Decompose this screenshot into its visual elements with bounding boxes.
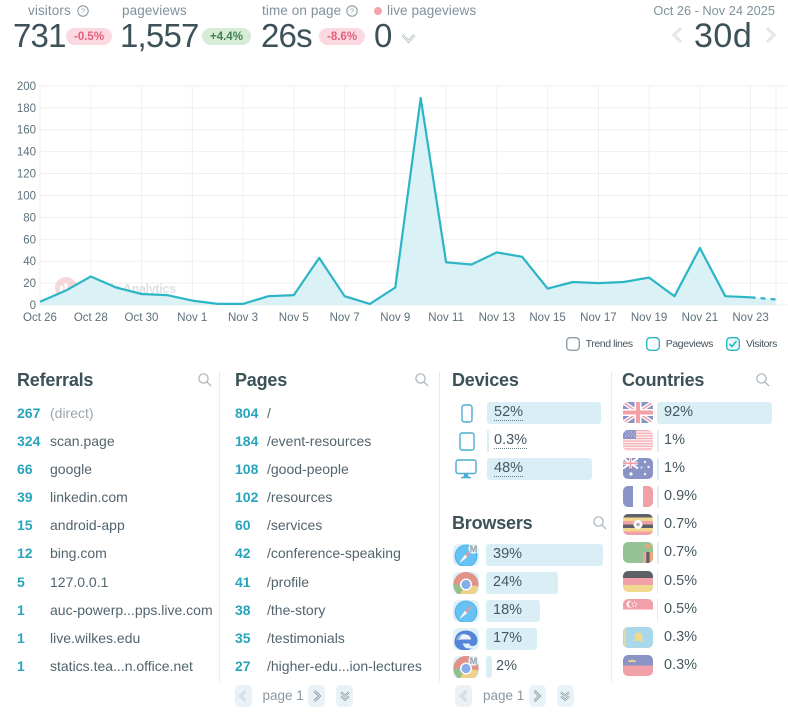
svg-text:0: 0: [30, 300, 36, 312]
svg-text:Nov 15: Nov 15: [529, 312, 565, 324]
svg-text:180: 180: [17, 103, 36, 115]
svg-text:200: 200: [17, 81, 36, 93]
svg-text:?: ?: [81, 7, 85, 16]
svg-text:Nov 19: Nov 19: [631, 312, 667, 324]
svg-text:40: 40: [23, 256, 36, 268]
svg-text:Oct 26: Oct 26: [23, 312, 57, 324]
svg-text:120: 120: [17, 169, 36, 181]
svg-text:Nov 3: Nov 3: [228, 312, 258, 324]
svg-text:Nov 13: Nov 13: [479, 312, 515, 324]
svg-text:Oct 30: Oct 30: [125, 312, 159, 324]
svg-text:?: ?: [350, 7, 354, 16]
svg-text:140: 140: [17, 147, 36, 159]
svg-text:Nov 5: Nov 5: [279, 312, 309, 324]
svg-text:M: M: [470, 656, 478, 666]
svg-text:160: 160: [17, 125, 36, 137]
svg-text:Nov 23: Nov 23: [732, 312, 768, 324]
svg-text:Nov 7: Nov 7: [330, 312, 360, 324]
svg-text:20: 20: [23, 278, 36, 290]
svg-text:Nov 11: Nov 11: [428, 312, 464, 324]
svg-text:80: 80: [23, 212, 36, 224]
svg-text:Nov 21: Nov 21: [682, 312, 718, 324]
svg-text:60: 60: [23, 234, 36, 246]
svg-text:Nov 17: Nov 17: [580, 312, 616, 324]
svg-text:Nov 1: Nov 1: [177, 312, 207, 324]
svg-text:Oct 28: Oct 28: [74, 312, 108, 324]
svg-text:Nov 9: Nov 9: [380, 312, 410, 324]
svg-text:M: M: [470, 544, 478, 554]
svg-text:100: 100: [17, 190, 36, 202]
